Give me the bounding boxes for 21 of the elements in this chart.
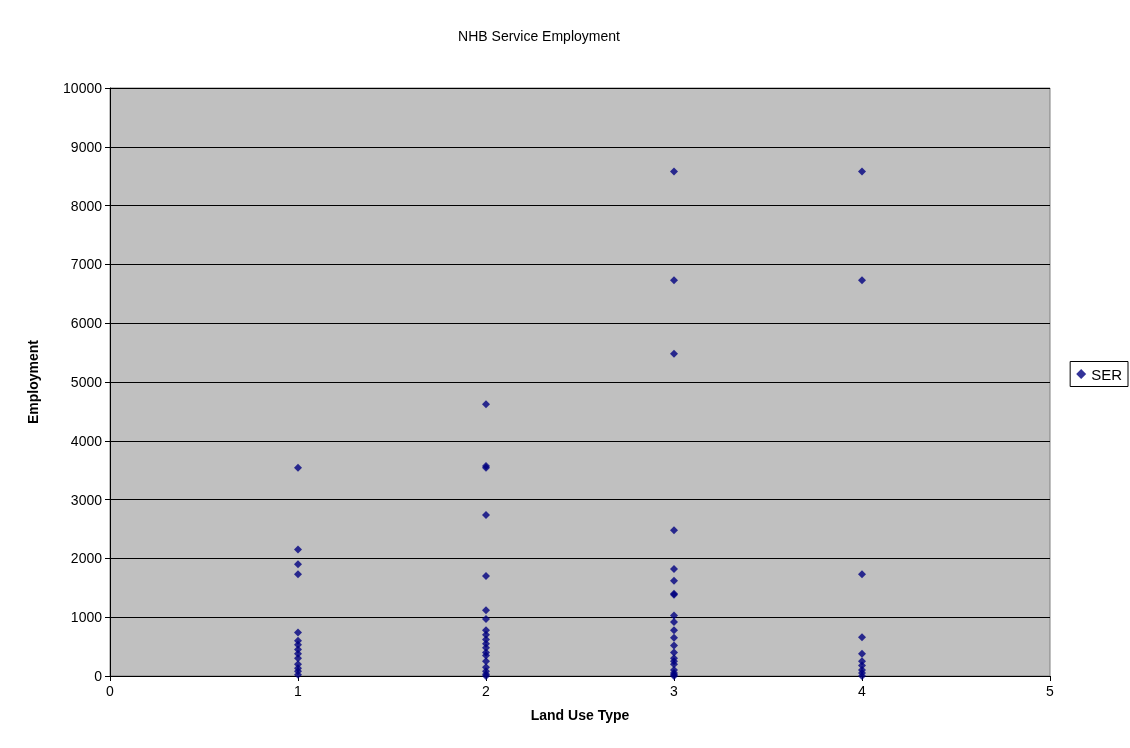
x-tick-label: 2 [482, 683, 491, 699]
y-tick-label: 8000 [70, 197, 103, 214]
x-axis-title: Land Use Type [530, 707, 630, 723]
y-axis-title: Employment [25, 339, 41, 425]
chart-title: NHB Service Employment [458, 28, 621, 44]
legend-label: SER [1091, 365, 1123, 383]
y-tick-label: 6000 [70, 315, 103, 332]
y-tick-label: 10000 [63, 80, 103, 96]
y-tick-label: 0 [94, 668, 103, 684]
y-tick-label: 9000 [70, 138, 103, 155]
y-tick-label: 3000 [70, 491, 103, 508]
x-tick-label: 3 [670, 683, 679, 699]
y-tick-label: 1000 [70, 609, 103, 626]
y-tick-label: 7000 [70, 256, 103, 273]
y-tick-label: 2000 [70, 550, 103, 567]
x-tick-label: 1 [294, 683, 303, 699]
x-tick-label: 5 [1046, 683, 1055, 699]
x-tick-label: 0 [106, 683, 115, 699]
y-tick-label: 5000 [70, 374, 103, 390]
y-tick-label: 4000 [70, 432, 103, 449]
x-tick-label: 4 [858, 683, 867, 699]
